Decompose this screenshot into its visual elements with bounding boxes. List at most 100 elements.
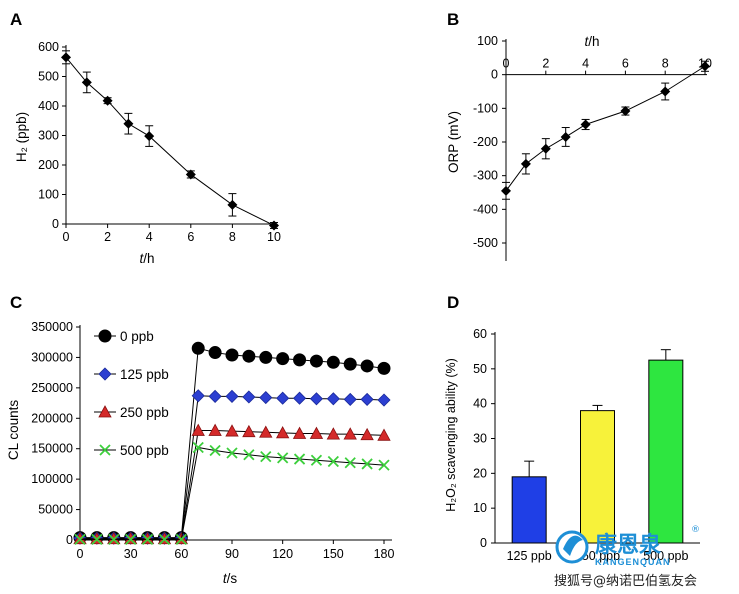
panel-a-ylabel: H₂ (ppb)	[14, 112, 29, 162]
panel-c-point	[242, 349, 256, 363]
panel-b-point	[660, 86, 671, 97]
panel-c-xlabel-unit: /s	[227, 571, 238, 586]
panel-c-point-stroke-2	[277, 452, 289, 464]
panel-a-point	[61, 52, 71, 63]
panel-b-y-tick-label: -200	[473, 135, 498, 149]
panel-c-point	[343, 392, 357, 406]
panel-b-point	[501, 185, 511, 196]
panel-c-point-stroke-2	[260, 450, 272, 463]
panel-b-xlabel: t/h	[584, 34, 599, 49]
legend-marker	[98, 405, 112, 418]
panel-c-point	[225, 389, 239, 403]
panel-c-point	[326, 427, 341, 440]
panel-c-ylabel: CL counts	[6, 400, 21, 461]
panel-b-ylabel: ORP (mV)	[446, 111, 461, 173]
panel-a-y-tick-label: 600	[38, 40, 59, 54]
panel-c-point	[208, 389, 222, 403]
panel-c-x-tick-label: 0	[77, 547, 84, 561]
panel-a-xlabel-unit: /h	[143, 251, 154, 266]
watermark-brand-en: KANGENQUAN	[595, 557, 671, 567]
panel-c-point	[191, 341, 205, 355]
panel-c-point	[293, 353, 307, 367]
panel-a-line	[65, 57, 275, 226]
panel-c-point	[259, 350, 273, 364]
panel-c-xlabel-var: t	[223, 571, 228, 586]
panel-c-series-line	[80, 446, 385, 540]
panel-c-point-stroke-2	[108, 533, 120, 546]
legend-label: 0 ppb	[120, 329, 154, 344]
panel-b-x-tick-label: 0	[503, 57, 510, 71]
panel-c-point	[191, 423, 205, 436]
panel-c-y-tick-label: 0	[66, 533, 73, 547]
panel-c-point	[226, 447, 238, 459]
panel-c-point	[208, 346, 222, 360]
panel-d-category-label: 500 ppb	[643, 549, 688, 563]
panel-c-y-tick-label: 300000	[31, 350, 73, 364]
panel-b-xlabel-var: t	[584, 34, 589, 49]
panel-b-x-tick-label: 2	[542, 57, 549, 71]
panel-b-y-tick-label: -500	[473, 236, 498, 250]
panel-c-point	[125, 533, 137, 546]
panel-a-h2-chart: H₂ (ppb) t/h 0 100 200 300 400 500 600 0 2 4 6 8 10	[14, 40, 281, 266]
panel-c-point	[91, 533, 103, 546]
panel-c-point-stroke-2	[158, 533, 171, 546]
panel-c-point	[292, 391, 307, 405]
panel-c-point-stroke-2	[293, 453, 306, 465]
panel-c-point	[260, 450, 272, 463]
panel-c-point-stroke-2	[344, 457, 356, 469]
panel-c-point	[209, 444, 221, 457]
panel-c-y-tick-label: 350000	[31, 320, 73, 334]
panel-d-ylabel: H₂O₂ scavenging ability (%)	[444, 358, 458, 512]
panel-c-point	[360, 359, 374, 373]
panel-c-point	[108, 533, 120, 546]
panel-c-point	[259, 425, 273, 438]
panel-c-point	[377, 428, 391, 441]
panel-c-point	[191, 389, 205, 403]
panel-c-point	[276, 352, 290, 366]
panel-c-point	[377, 393, 391, 407]
panel-c-point	[192, 441, 204, 454]
panel-c-y-tick-label: 250000	[31, 381, 73, 395]
legend-marker	[98, 367, 112, 381]
panel-b-y-tick-label: -100	[473, 101, 498, 115]
panel-c-point-stroke-2	[209, 444, 221, 457]
panel-c-x-tick-label: 30	[124, 547, 138, 561]
panel-a-point	[269, 220, 279, 231]
panel-letter-b: B	[447, 10, 459, 29]
panel-c-point	[327, 455, 339, 468]
panel-b-xlabel-unit: /h	[588, 34, 599, 49]
panel-c-point	[309, 392, 324, 406]
panel-b-y-tick-label: -300	[473, 169, 498, 183]
watermark-source: 搜狐号@纳诺巴伯氢友会	[554, 573, 697, 589]
panel-c-x-tick-label: 60	[174, 547, 188, 561]
panel-a-point	[81, 77, 92, 88]
panel-c-point	[326, 392, 340, 406]
panel-c-point-stroke-2	[310, 454, 323, 466]
panel-d-y-tick-label: 50	[473, 362, 487, 376]
panel-a-xlabel: t/h	[139, 251, 154, 266]
panel-b-point	[520, 158, 531, 169]
watermark: 康恩泉 KANGENQUAN ® 搜狐号@纳诺巴伯氢友会	[554, 525, 700, 589]
panel-a-x-tick-label: 2	[104, 230, 111, 244]
panel-c-legend: 0 ppb 125 ppb 250 ppb 500 ppb	[94, 329, 169, 458]
watermark-brand-cn: 康恩泉	[595, 532, 662, 558]
panel-c-point	[158, 533, 171, 546]
panel-letter-d: D	[447, 293, 459, 312]
brand-logo-icon	[555, 530, 589, 564]
panel-b-x-tick-label: 4	[582, 57, 589, 71]
panel-c-point-stroke-2	[175, 533, 187, 546]
panel-c-point	[360, 427, 374, 441]
panel-a-y-tick-label: 300	[38, 129, 59, 143]
registered-mark-icon: ®	[691, 525, 700, 535]
panel-c-point	[208, 423, 222, 436]
panel-d-y-tick-label: 40	[473, 397, 487, 411]
panel-c-point	[225, 424, 239, 437]
panel-c-point	[343, 357, 357, 371]
panel-c-y-tick-label: 100000	[31, 472, 73, 486]
panel-c-point	[343, 427, 357, 440]
panel-c-point	[259, 391, 273, 405]
panel-c-point	[242, 424, 256, 438]
panel-c-point	[292, 426, 307, 439]
panel-a-y-tick-label: 200	[38, 158, 59, 172]
